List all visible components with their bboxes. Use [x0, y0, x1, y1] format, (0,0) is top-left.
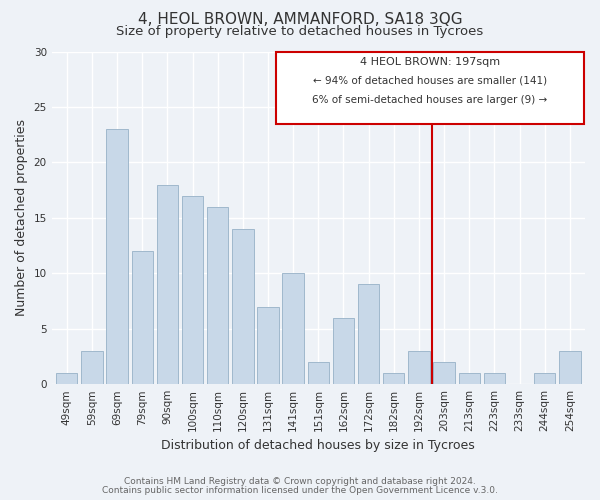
- Bar: [559, 351, 581, 384]
- Bar: [157, 184, 178, 384]
- Text: 6% of semi-detached houses are larger (9) →: 6% of semi-detached houses are larger (9…: [313, 94, 548, 104]
- Text: 4, HEOL BROWN, AMMANFORD, SA18 3QG: 4, HEOL BROWN, AMMANFORD, SA18 3QG: [137, 12, 463, 28]
- Bar: [283, 274, 304, 384]
- Bar: [333, 318, 354, 384]
- Bar: [257, 306, 279, 384]
- Text: 4 HEOL BROWN: 197sqm: 4 HEOL BROWN: 197sqm: [360, 57, 500, 67]
- Bar: [56, 373, 77, 384]
- Bar: [232, 229, 254, 384]
- Bar: [308, 362, 329, 384]
- Bar: [81, 351, 103, 384]
- Bar: [358, 284, 379, 384]
- Bar: [131, 251, 153, 384]
- Bar: [182, 196, 203, 384]
- Text: Size of property relative to detached houses in Tycroes: Size of property relative to detached ho…: [116, 25, 484, 38]
- Bar: [484, 373, 505, 384]
- Text: ← 94% of detached houses are smaller (141): ← 94% of detached houses are smaller (14…: [313, 76, 547, 86]
- Bar: [534, 373, 556, 384]
- Bar: [433, 362, 455, 384]
- Y-axis label: Number of detached properties: Number of detached properties: [15, 120, 28, 316]
- Bar: [383, 373, 404, 384]
- Text: Contains HM Land Registry data © Crown copyright and database right 2024.: Contains HM Land Registry data © Crown c…: [124, 477, 476, 486]
- Text: Contains public sector information licensed under the Open Government Licence v.: Contains public sector information licen…: [102, 486, 498, 495]
- Bar: [408, 351, 430, 384]
- FancyBboxPatch shape: [275, 52, 584, 124]
- X-axis label: Distribution of detached houses by size in Tycroes: Distribution of detached houses by size …: [161, 440, 475, 452]
- Bar: [207, 207, 229, 384]
- Bar: [106, 129, 128, 384]
- Bar: [458, 373, 480, 384]
